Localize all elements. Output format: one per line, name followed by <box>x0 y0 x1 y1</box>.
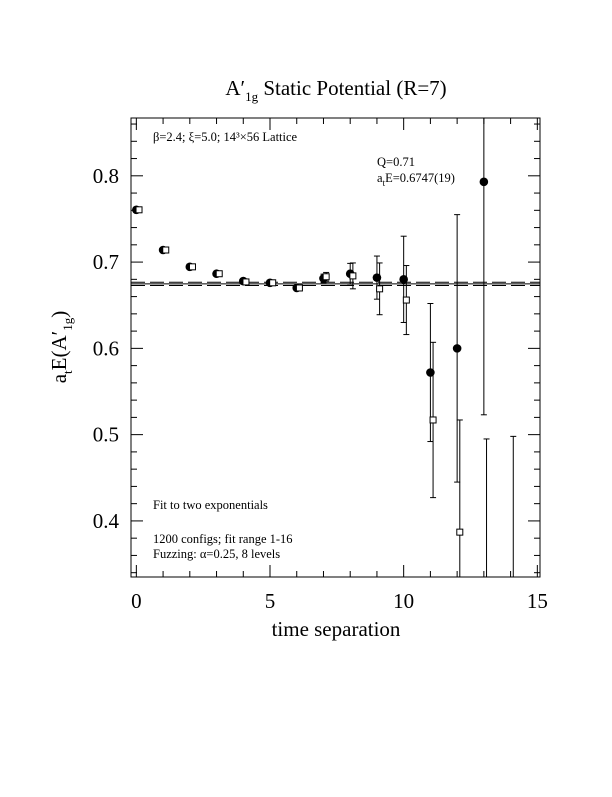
annotation-part: a <box>377 171 383 185</box>
annotation-sub: t <box>383 178 386 188</box>
point <box>484 621 490 627</box>
point <box>399 275 408 284</box>
point <box>135 206 143 214</box>
point <box>349 272 357 280</box>
annotation-part: E=0.6747(19) <box>385 171 455 185</box>
title-sub: 1g <box>245 89 259 104</box>
y-tick-label: 0.6 <box>93 336 119 360</box>
y-tick-label: 0.4 <box>93 509 120 533</box>
annotation: β=2.4; ξ=5.0; 14³×56 Lattice <box>153 130 298 144</box>
x-tick-label: 10 <box>393 589 414 613</box>
point <box>429 416 437 424</box>
y-label-part: E(A′ <box>47 331 71 371</box>
plot-frame <box>130 117 541 578</box>
y-label-part: a <box>47 373 71 383</box>
y-label-sub: 1g <box>60 317 75 331</box>
point <box>456 528 464 536</box>
title-part: Static Potential (R=7) <box>258 76 447 100</box>
point <box>242 278 250 286</box>
chart-title: A′1g Static Potential (R=7) <box>225 76 446 104</box>
point <box>322 273 330 281</box>
plot-area <box>131 118 540 627</box>
y-axis-label: atE(A′1g) <box>47 311 75 384</box>
x-tick-label: 15 <box>527 589 548 613</box>
point <box>376 285 384 293</box>
annotation: Fuzzing: α=0.25, 8 levels <box>153 547 280 561</box>
y-label-sub: t <box>60 370 75 374</box>
annotation: atE=0.6747(19) <box>377 171 455 188</box>
y-tick-label: 0.8 <box>93 164 119 188</box>
y-tick-label: 0.5 <box>93 423 119 447</box>
point <box>295 284 303 292</box>
point <box>479 177 489 187</box>
point <box>452 344 462 353</box>
point <box>510 621 516 627</box>
x-tick-label: 5 <box>265 589 276 613</box>
point <box>372 273 382 282</box>
point <box>188 263 196 271</box>
y-label-part: ) <box>47 311 71 318</box>
annotation: Q=0.71 <box>377 155 415 169</box>
y-tick-label: 0.7 <box>93 250 119 274</box>
annotation: 1200 configs; fit range 1-16 <box>153 532 293 546</box>
point <box>215 270 223 278</box>
point <box>269 279 277 287</box>
point <box>426 368 435 377</box>
title-part: A′ <box>225 76 245 100</box>
annotation: Fit to two exponentials <box>153 498 268 512</box>
point <box>162 246 170 254</box>
x-axis-label: time separation <box>272 617 401 641</box>
point <box>402 296 410 304</box>
x-tick-label: 0 <box>131 589 142 613</box>
